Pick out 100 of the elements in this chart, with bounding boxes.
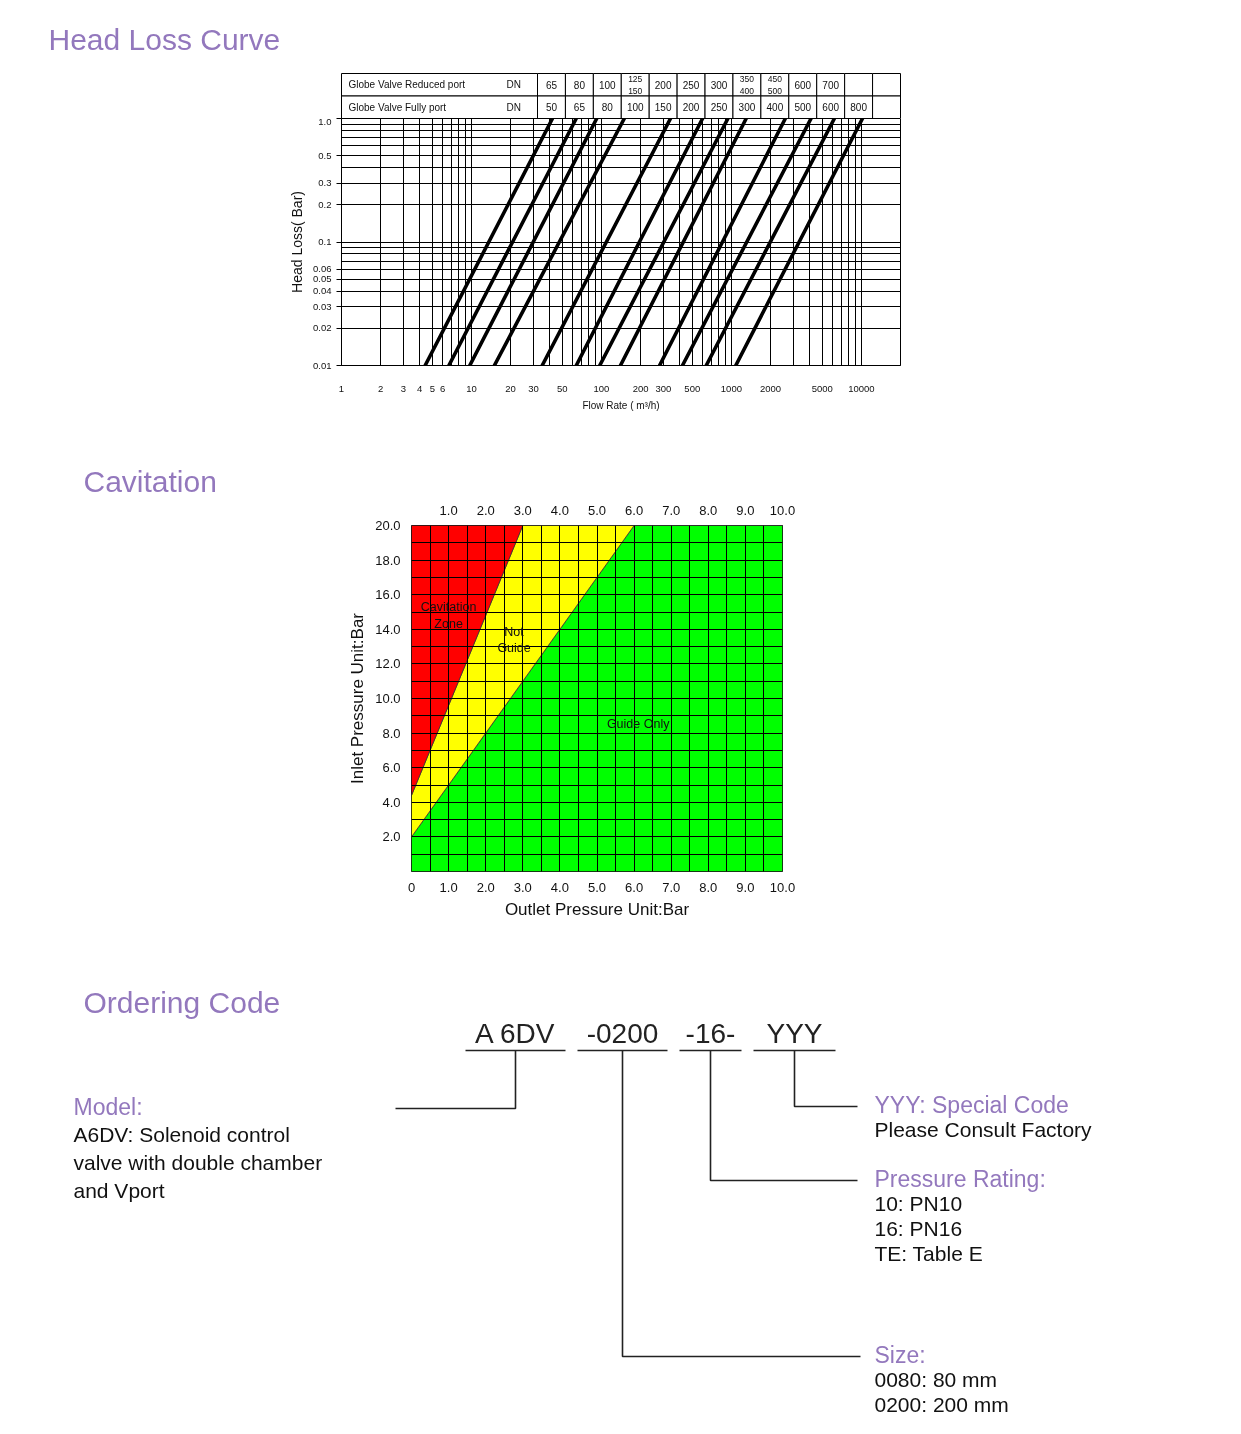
y-tick-label: 0.02 bbox=[313, 322, 332, 334]
x-tick-label: 20 bbox=[505, 382, 516, 394]
y-tick-label: 14.0 bbox=[375, 621, 401, 637]
y-tick-label: 0.2 bbox=[318, 198, 332, 210]
text: Head Loss Curve bbox=[48, 23, 281, 56]
x2-tick-label: 4.0 bbox=[550, 502, 569, 518]
text: 80 bbox=[573, 79, 585, 91]
text: 80 bbox=[601, 102, 613, 114]
y-tick-label: Globe Valve Fully port bbox=[348, 101, 447, 113]
text: valve with double chamber bbox=[73, 1151, 323, 1174]
y-tick-label: 0.5 bbox=[318, 149, 332, 161]
text: 10: PN10 bbox=[874, 1192, 963, 1215]
text: 100 bbox=[626, 102, 644, 114]
x-tick-label: 9.0 bbox=[736, 879, 755, 895]
y-tick-label: 0.04 bbox=[313, 285, 332, 297]
y-tick-label: 16.0 bbox=[375, 587, 401, 603]
x-tick-label: 3.0 bbox=[513, 879, 532, 895]
text: Size: bbox=[874, 1341, 926, 1368]
x-tick-label: 1000 bbox=[720, 382, 742, 394]
x-tick-label: 5000 bbox=[811, 382, 833, 394]
y-tick-label: 12.0 bbox=[375, 656, 401, 672]
x-tick-label: 2000 bbox=[759, 382, 782, 394]
text: Pressure Rating: bbox=[874, 1165, 1046, 1192]
y-tick-label: 4.0 bbox=[382, 794, 401, 810]
text: 700 bbox=[822, 79, 840, 91]
text: Please Consult Factory bbox=[874, 1118, 1093, 1141]
y-tick-label: 0.06 bbox=[313, 263, 332, 275]
y-tick-label: 0.03 bbox=[313, 300, 332, 312]
y-tick-label: 2.0 bbox=[382, 829, 401, 845]
x2-tick-label: 8.0 bbox=[699, 502, 718, 518]
text: 600 bbox=[794, 79, 812, 91]
x-tick-label: 100 bbox=[593, 382, 610, 394]
x-tick-label: 7.0 bbox=[662, 879, 681, 895]
text: 450 500 bbox=[767, 74, 782, 96]
x-tick-label: 10 bbox=[466, 382, 477, 394]
text: Cavitation bbox=[83, 464, 217, 498]
x2-tick-label: 7.0 bbox=[662, 502, 681, 518]
y2-tick-label: DN bbox=[506, 101, 521, 113]
text: 600 bbox=[822, 102, 840, 114]
text: 125 150 bbox=[628, 74, 643, 96]
text: 350 400 bbox=[739, 74, 755, 96]
x-tick-label: 200 bbox=[632, 382, 649, 394]
x2-tick-label: 2.0 bbox=[476, 502, 495, 518]
x-tick-label: 2 bbox=[377, 382, 384, 394]
x-tick-label: 30 bbox=[528, 382, 539, 394]
y-tick-label: 20.0 bbox=[375, 518, 401, 533]
text: 800 bbox=[850, 102, 867, 114]
y-axis-title: Inlet Pressure Unit:Bar bbox=[348, 612, 368, 785]
x-tick-label: 10000 bbox=[848, 382, 875, 394]
y-tick-label: 18.0 bbox=[375, 552, 401, 568]
y-tick-label: 0.01 bbox=[313, 359, 332, 371]
x-tick-label: 4 bbox=[417, 382, 423, 394]
text: 65 bbox=[545, 79, 558, 91]
y-tick-label: 1.0 bbox=[318, 115, 332, 127]
y-tick-label: Globe Valve Reduced port bbox=[348, 79, 466, 91]
x-tick-label: 6 bbox=[439, 382, 446, 394]
x-tick-label: 10.0 bbox=[769, 879, 796, 895]
text: 0080: 80 mm bbox=[874, 1368, 998, 1391]
x-tick-label: 5.0 bbox=[587, 879, 607, 895]
x-tick-label: 2.0 bbox=[476, 879, 495, 895]
x2-tick-label: 10.0 bbox=[769, 502, 796, 518]
text: 65 bbox=[573, 102, 585, 114]
text: A6DV: Solenoid control bbox=[73, 1123, 290, 1146]
x-tick-label: 0 bbox=[407, 879, 416, 895]
text: A 6DV bbox=[475, 1018, 555, 1049]
text: Ordering Code bbox=[83, 986, 281, 1019]
text: 250 bbox=[710, 102, 728, 114]
x-tick-label: 300 bbox=[655, 382, 672, 394]
text: YYY bbox=[766, 1018, 823, 1049]
text: 200 bbox=[682, 102, 700, 114]
text: 250 bbox=[682, 79, 700, 91]
x-tick-label: 3 bbox=[400, 382, 407, 394]
text: 500 bbox=[794, 102, 812, 114]
text: -16- bbox=[685, 1018, 736, 1049]
text: 150 bbox=[654, 102, 672, 114]
x2-tick-label: 1.0 bbox=[439, 502, 458, 518]
y-tick-label: 6.0 bbox=[382, 760, 401, 776]
text: 0200: 200 mm bbox=[874, 1393, 1009, 1416]
x-tick-label: 8.0 bbox=[699, 879, 718, 895]
y-tick-label: 8.0 bbox=[382, 725, 401, 741]
x-tick-label: 4.0 bbox=[550, 879, 569, 895]
y-tick-label: 0.3 bbox=[318, 177, 332, 189]
text: 300 bbox=[738, 102, 756, 114]
text: Model: bbox=[73, 1093, 143, 1120]
x-tick-label: 500 bbox=[684, 382, 701, 394]
x2-tick-label: 6.0 bbox=[625, 502, 644, 518]
x-tick-label: 1.0 bbox=[439, 879, 458, 895]
x-tick-label: 50 bbox=[557, 382, 568, 394]
x2-tick-label: 9.0 bbox=[736, 502, 755, 518]
text: TE: Table E bbox=[874, 1242, 983, 1265]
y-tick-label: 0.1 bbox=[318, 236, 332, 247]
y2-tick-label: DN bbox=[506, 79, 521, 91]
x-tick-label: 1 bbox=[338, 382, 345, 394]
text: YYY: Special Code bbox=[874, 1091, 1069, 1118]
text: and Vport bbox=[73, 1179, 165, 1202]
text: 50 bbox=[545, 102, 558, 114]
x2-tick-label: 5.0 bbox=[587, 502, 607, 518]
x-axis-title: Flow Rate ( m³/h) bbox=[582, 399, 660, 411]
y-tick-label: 0.05 bbox=[313, 273, 332, 285]
x-axis-title: Outlet Pressure Unit:Bar bbox=[504, 899, 690, 919]
